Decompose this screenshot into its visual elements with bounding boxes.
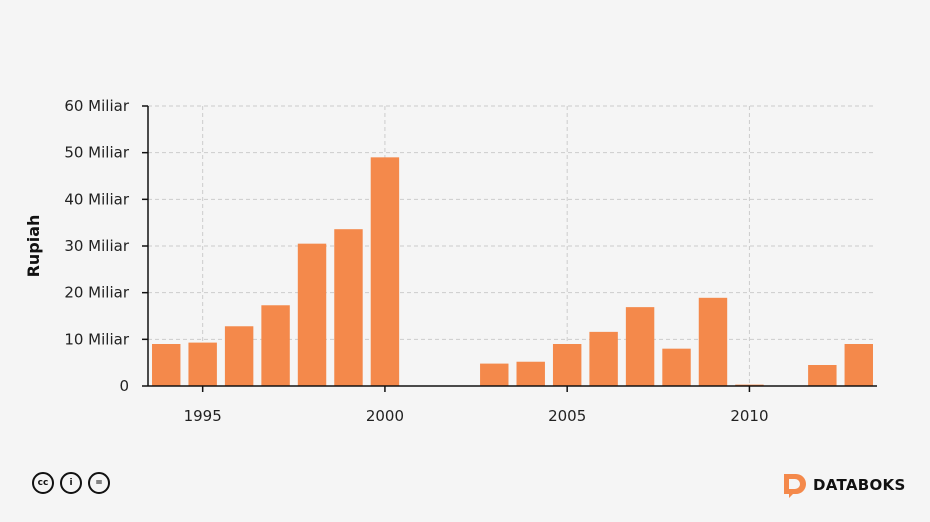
bar-1994 bbox=[152, 344, 181, 386]
y-tick-label: 60 Miliar bbox=[64, 97, 129, 115]
bar-1998 bbox=[297, 243, 327, 386]
bar-1995 bbox=[188, 342, 217, 386]
bar-1997 bbox=[261, 305, 290, 386]
nd-icon: = bbox=[88, 472, 110, 494]
y-axis-label: Rupiah bbox=[24, 215, 43, 278]
license-badges: cc i = bbox=[32, 472, 110, 494]
bar-chart: 0 10 Miliar 20 Miliar 30 Miliar 40 Miliar 50 … bbox=[24, 97, 877, 425]
x-tick-label: 2000 bbox=[366, 407, 404, 425]
by-icon: i bbox=[60, 472, 82, 494]
y-tick-label: 40 Miliar bbox=[64, 190, 129, 208]
x-tick-label: 2005 bbox=[548, 407, 586, 425]
y-tick-label: 20 Miliar bbox=[64, 284, 129, 302]
x-tick-label: 1995 bbox=[184, 407, 222, 425]
brand-name: DATABOKS bbox=[813, 476, 906, 494]
bar-2004 bbox=[516, 361, 545, 386]
bar-2006 bbox=[589, 331, 618, 386]
bar-2012 bbox=[808, 365, 837, 386]
axes bbox=[142, 105, 877, 392]
bars bbox=[152, 157, 873, 386]
grid-lines bbox=[148, 105, 873, 386]
bar-1999 bbox=[334, 229, 363, 386]
cc-icon: cc bbox=[32, 472, 54, 494]
bar-2013 bbox=[844, 344, 873, 386]
bar-2000 bbox=[370, 157, 400, 386]
bar-2008 bbox=[662, 348, 691, 386]
brand-logo: DATABOKS bbox=[782, 472, 906, 498]
y-tick-label: 50 Miliar bbox=[64, 144, 129, 162]
bar-1996 bbox=[224, 326, 254, 386]
y-tick-labels: 0 10 Miliar 20 Miliar 30 Miliar 40 Miliar 50 … bbox=[64, 97, 129, 395]
y-tick-label: 30 Miliar bbox=[64, 237, 129, 255]
bar-2003 bbox=[480, 363, 509, 386]
x-tick-label: 2010 bbox=[730, 407, 768, 425]
x-tick-labels: 1995 2000 2005 2010 bbox=[184, 407, 769, 425]
databoks-logo-icon bbox=[784, 474, 806, 498]
bar-2005 bbox=[552, 344, 582, 386]
bar-2009 bbox=[698, 297, 728, 386]
y-tick-label: 0 bbox=[119, 377, 129, 395]
bar-2007 bbox=[625, 307, 655, 386]
y-tick-label: 10 Miliar bbox=[64, 330, 129, 348]
